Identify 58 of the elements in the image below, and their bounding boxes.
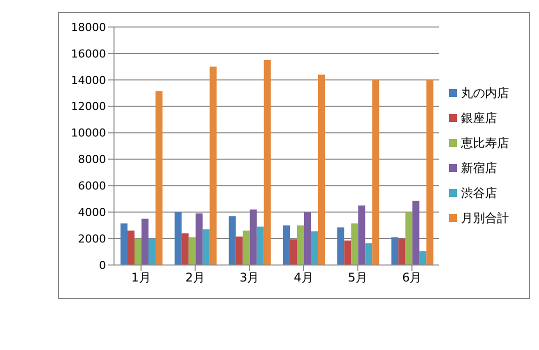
x-tick-label: 2月 [185,270,206,285]
x-tick-label: 3月 [240,270,260,285]
bar [228,216,236,265]
y-tick-label: 0 [99,258,106,272]
bar [412,200,420,265]
bar [196,213,203,265]
bar [283,225,290,265]
bar [156,91,162,265]
bar [120,223,128,265]
bar [337,227,344,265]
bar [174,212,182,265]
y-tick-label: 10000 [71,126,106,140]
bar [391,237,398,265]
bar [365,243,372,265]
bar [311,231,318,265]
bar [351,223,358,265]
bar [210,66,217,265]
y-tick-label: 14000 [71,74,106,87]
bar [290,239,297,265]
bar [304,212,311,265]
bar [188,237,196,265]
y-tick-label: 12000 [71,100,106,114]
bar [358,206,366,265]
bar [426,80,434,265]
bar [419,251,426,265]
x-tick-label: 1月 [131,270,151,285]
y-tick-label: 18000 [71,20,106,34]
bar [264,60,271,265]
x-tick-label: 6月 [402,270,422,285]
y-tick-label: 2000 [78,232,106,246]
legend-label: 月別合計 [461,210,509,224]
bar [256,226,264,265]
legend-label: 新宿店 [461,160,497,174]
legend-label: 渋谷店 [461,186,497,200]
bar [148,238,156,265]
y-tick-label: 16000 [71,47,106,60]
bar [318,74,325,265]
bar [297,225,304,265]
bar [202,229,210,265]
bar [236,236,243,265]
bar [182,233,189,265]
legend-label: 丸の内店 [461,86,509,100]
bar [142,218,148,265]
bar [344,240,352,265]
bar [372,80,380,265]
x-tick-label: 4月 [294,270,314,285]
legend-label: 恵比寿店 [461,136,509,150]
x-tick-label: 5月 [348,270,368,285]
legend-label: 銀座店 [461,110,497,124]
y-tick-label: 6000 [78,180,106,193]
bar [250,209,257,265]
y-tick-label: 8000 [78,153,106,166]
bar [128,230,134,265]
bar [398,238,406,265]
bar [134,238,142,265]
y-tick-label: 4000 [78,206,106,220]
bar [242,230,250,265]
bar [405,212,412,265]
